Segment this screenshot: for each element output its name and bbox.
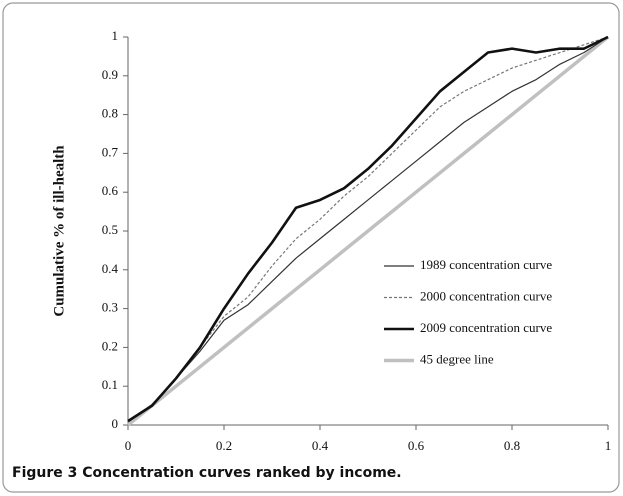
legend-label: 45 degree line bbox=[420, 351, 494, 366]
y-tick-label: 0.8 bbox=[102, 106, 118, 121]
y-tick-label: 0.7 bbox=[102, 144, 119, 159]
y-tick-label: 0.6 bbox=[102, 183, 119, 198]
legend-label: 2009 concentration curve bbox=[420, 320, 552, 335]
y-tick-label: 0.2 bbox=[102, 338, 118, 353]
y-tick-label: 0 bbox=[112, 416, 119, 431]
caption: Figure 3 Concentration curves ranked by … bbox=[12, 465, 402, 481]
y-tick-label: 0.4 bbox=[102, 261, 119, 276]
x-tick-label: 0.4 bbox=[312, 438, 329, 453]
x-tick-label: 0.2 bbox=[216, 438, 232, 453]
y-tick-label: 0.3 bbox=[102, 300, 118, 315]
y-tick-label: 1 bbox=[112, 28, 119, 43]
y-tick-label: 0.9 bbox=[102, 67, 118, 82]
x-tick-label: 1 bbox=[605, 438, 612, 453]
y-tick-label: 0.5 bbox=[102, 222, 118, 237]
x-tick-label: 0 bbox=[125, 438, 132, 453]
series-line bbox=[127, 36, 609, 422]
x-tick-label: 0.8 bbox=[504, 438, 520, 453]
series-line bbox=[127, 35, 609, 423]
legend-label: 1989 concentration curve bbox=[420, 257, 552, 272]
series-line bbox=[126, 35, 610, 427]
x-tick-label: 0.6 bbox=[408, 438, 425, 453]
legend-label: 2000 concentration curve bbox=[420, 288, 552, 303]
y-axis-label: Cumulative % of ill-health bbox=[51, 145, 67, 317]
series-line bbox=[127, 36, 609, 422]
y-tick-label: 0.1 bbox=[102, 377, 118, 392]
